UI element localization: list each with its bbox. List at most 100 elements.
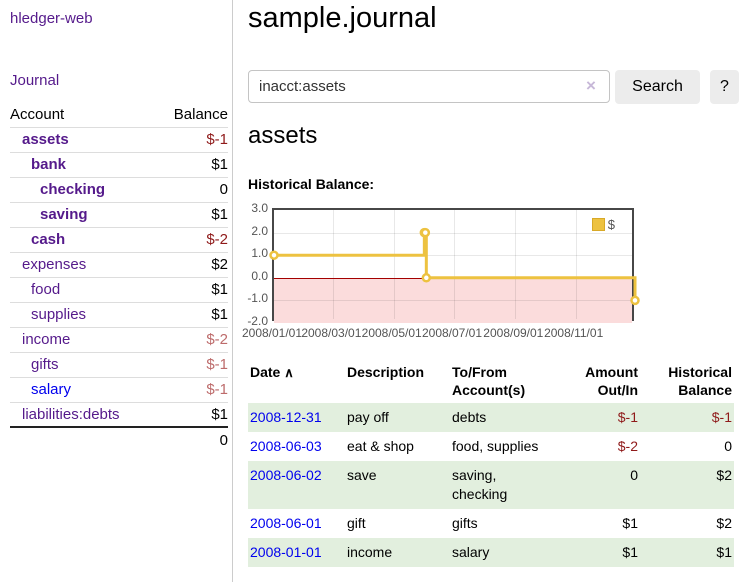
register-table: Date ∧ Description To/From Account(s) Am…: [248, 360, 734, 567]
accounts-total-value: 0: [155, 426, 228, 452]
account-row: bank $1: [10, 152, 228, 178]
register-row: 2008-06-03 eat & shop food, supplies $-2…: [248, 432, 734, 461]
main-content: sample.journal × Search ? assets Histori…: [242, 0, 742, 582]
account-balance: $1: [155, 152, 228, 178]
transaction-amount: $-2: [617, 438, 638, 454]
y-tick-label: -1.0: [247, 291, 268, 306]
legend-swatch: [591, 218, 605, 231]
y-tick-label: 2.0: [251, 223, 268, 238]
x-tick-label: 2008/09/01: [483, 326, 544, 340]
y-tick-label: 1.0: [251, 246, 268, 261]
account-balance: $-1: [155, 127, 228, 153]
account-row: cash $-2: [10, 227, 228, 253]
register-row: 2008-12-31 pay off debts $-1 $-1: [248, 403, 734, 432]
account-balance: 0: [155, 177, 228, 203]
transaction-date-link[interactable]: 2008-12-31: [250, 409, 322, 425]
account-row: checking 0: [10, 177, 228, 203]
account-link-bank[interactable]: bank: [31, 156, 67, 173]
help-button[interactable]: ?: [710, 70, 739, 104]
register-row: 2008-01-01 income salary $1 $1: [248, 538, 734, 567]
date-column-header[interactable]: Date ∧: [250, 364, 294, 380]
account-row: income $-2: [10, 327, 228, 353]
account-balance: $-2: [155, 327, 228, 353]
app-title-link[interactable]: hledger-web: [10, 10, 93, 27]
tofrom-column-header: To/From Account(s): [452, 364, 526, 398]
account-link-gifts[interactable]: gifts: [31, 356, 59, 373]
register-row: 2008-06-02 save saving, checking 0 $2: [248, 461, 734, 509]
balance-column-header: Historical Balance: [668, 364, 732, 398]
transaction-date-link[interactable]: 2008-01-01: [250, 544, 322, 560]
transaction-date-link[interactable]: 2008-06-01: [250, 515, 322, 531]
sidebar-item-journal[interactable]: Journal: [10, 72, 60, 89]
accounts-total-row: 0: [10, 426, 228, 452]
y-tick-label: 3.0: [251, 201, 268, 215]
description-column-header: Description: [347, 364, 425, 380]
legend-label: $: [607, 217, 615, 232]
account-link-checking[interactable]: checking: [40, 181, 106, 198]
x-tick-label: 2008/03/01: [301, 326, 362, 340]
transaction-description: gift: [347, 515, 366, 531]
historical-balance-chart: 3.0 2.0 1.0 0.0 -1.0 -2.0 $ 2008/01/01 2008/03…: [242, 200, 742, 340]
transaction-amount: $1: [554, 538, 640, 567]
account-link-saving[interactable]: saving: [40, 206, 88, 223]
transaction-balance: 0: [724, 438, 732, 454]
account-balance: $-1: [155, 377, 228, 403]
account-link-assets[interactable]: assets: [22, 131, 69, 148]
transaction-description: income: [345, 538, 450, 567]
account-row: assets $-1: [10, 127, 228, 153]
sort-ascending-icon: ∧: [284, 365, 294, 380]
account-balance: $1: [155, 402, 228, 428]
page-title: sample.journal: [248, 2, 437, 34]
account-link-food[interactable]: food: [31, 281, 61, 298]
account-balance: $2: [155, 252, 228, 278]
x-tick-label: 2008/11/01: [544, 326, 604, 340]
chart-legend: $: [588, 215, 618, 234]
transaction-date-link[interactable]: 2008-06-03: [250, 438, 322, 454]
transaction-accounts: debts: [450, 403, 554, 432]
account-link-salary[interactable]: salary: [31, 381, 72, 398]
account-link-supplies[interactable]: supplies: [31, 306, 87, 323]
account-row: salary $-1: [10, 377, 228, 403]
account-row: saving $1: [10, 202, 228, 228]
transaction-date-link[interactable]: 2008-06-02: [250, 467, 322, 483]
chart-plot-area: $: [269, 208, 640, 323]
amount-column-header: Amount Out/In: [585, 364, 638, 398]
account-balance: $-1: [155, 352, 228, 378]
chart-title: Historical Balance:: [248, 176, 375, 192]
y-tick-label: -2.0: [247, 314, 268, 328]
account-link-income[interactable]: income: [22, 331, 71, 348]
account-balance: $1: [155, 302, 228, 328]
chart-x-axis-labels: 2008/01/01 2008/03/01 2008/05/01 2008/07/01…: [242, 326, 634, 340]
account-link-cash[interactable]: cash: [31, 231, 66, 248]
search-button[interactable]: Search: [615, 70, 700, 104]
sidebar: hledger-web Journal Account Balance asse…: [0, 0, 233, 582]
transaction-amount: $1: [622, 515, 638, 531]
account-row: supplies $1: [10, 302, 228, 328]
register-row: 2008-06-01 gift gifts $1 $2: [248, 509, 734, 538]
search-input[interactable]: [248, 70, 610, 103]
transaction-accounts: saving, checking: [450, 461, 554, 509]
balance-column-header: Balance: [155, 102, 228, 128]
chart-y-axis-labels: 3.0 2.0 1.0 0.0 -1.0 -2.0: [208, 201, 268, 328]
accounts-table: Account Balance assets $-1 bank $1 check…: [10, 102, 228, 452]
transaction-accounts: gifts: [452, 515, 478, 531]
transaction-accounts: salary: [450, 538, 554, 567]
transaction-balance: $2: [716, 515, 732, 531]
transaction-description: save: [345, 461, 450, 509]
account-row: food $1: [10, 277, 228, 303]
account-balance: $-2: [155, 227, 228, 253]
transaction-accounts: food, supplies: [452, 438, 539, 454]
transaction-description: eat & shop: [347, 438, 414, 454]
y-tick-label: 0.0: [251, 268, 268, 283]
transaction-amount: $-1: [554, 403, 640, 432]
account-column-header: Account: [10, 102, 156, 128]
x-tick-label: 2008/07/01: [421, 326, 483, 340]
account-link-liabilities-debts[interactable]: liabilities:debts: [22, 405, 120, 423]
account-row: liabilities:debts $1: [10, 402, 228, 428]
account-link-expenses[interactable]: expenses: [22, 256, 87, 273]
transaction-balance: $-1: [640, 403, 734, 432]
account-row: gifts $-1: [10, 352, 228, 378]
clear-search-icon[interactable]: ×: [586, 76, 596, 95]
search-bar: × Search ?: [248, 70, 742, 104]
register-header-row: Date ∧ Description To/From Account(s) Am…: [248, 360, 734, 403]
